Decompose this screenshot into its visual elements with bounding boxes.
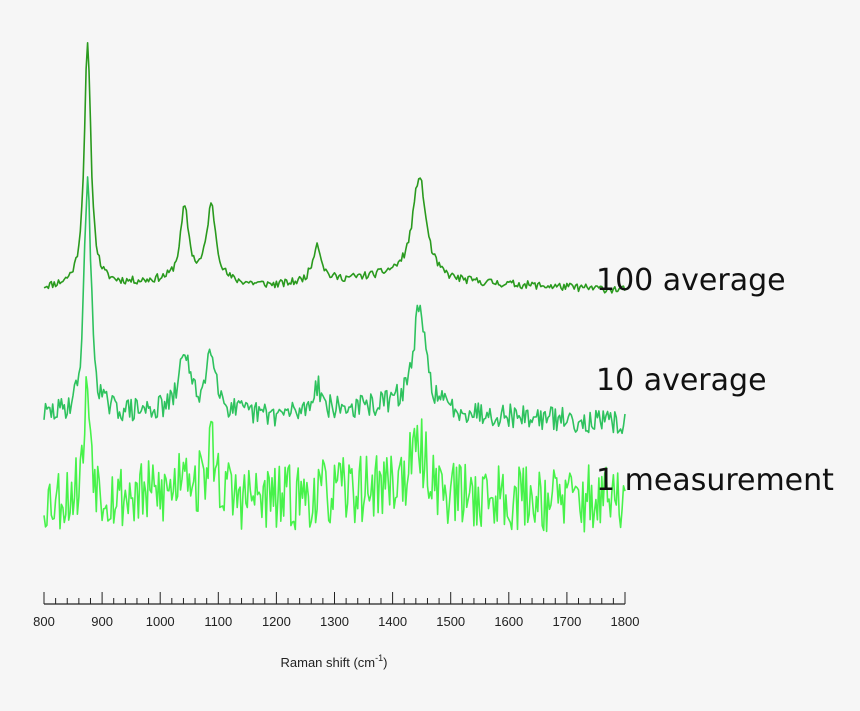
x-tick-label: 800 (33, 614, 55, 629)
series-label-10-average: 10 average (596, 363, 767, 398)
x-tick-label: 1600 (494, 614, 523, 629)
x-tick-label: 900 (91, 614, 113, 629)
x-axis-title: Raman shift (cm-1) (281, 653, 388, 670)
series-label-1-measurement: 1 measurement (596, 463, 834, 498)
x-tick-label: 1200 (262, 614, 291, 629)
series-line-100-average (43, 42, 626, 294)
series-label-100-average: 100 average (596, 263, 786, 298)
series-line-10-average (43, 176, 626, 435)
x-tick-label: 1400 (378, 614, 407, 629)
series-group (43, 42, 626, 533)
x-axis: 800 900 1000 1100 1200 1300 1400 1500 1600 1700 18… (33, 592, 639, 629)
x-tick-label: 1000 (146, 614, 175, 629)
x-tick-label: 1100 (204, 614, 232, 629)
x-tick-label: 1300 (320, 614, 349, 629)
x-tick-label: 1500 (436, 614, 465, 629)
series-labels: 100 average 10 average 1 measurement (596, 263, 834, 498)
series-line-1-measurement (43, 376, 626, 533)
x-tick-label: 1700 (552, 614, 581, 629)
x-tick-label: 1800 (611, 614, 640, 629)
